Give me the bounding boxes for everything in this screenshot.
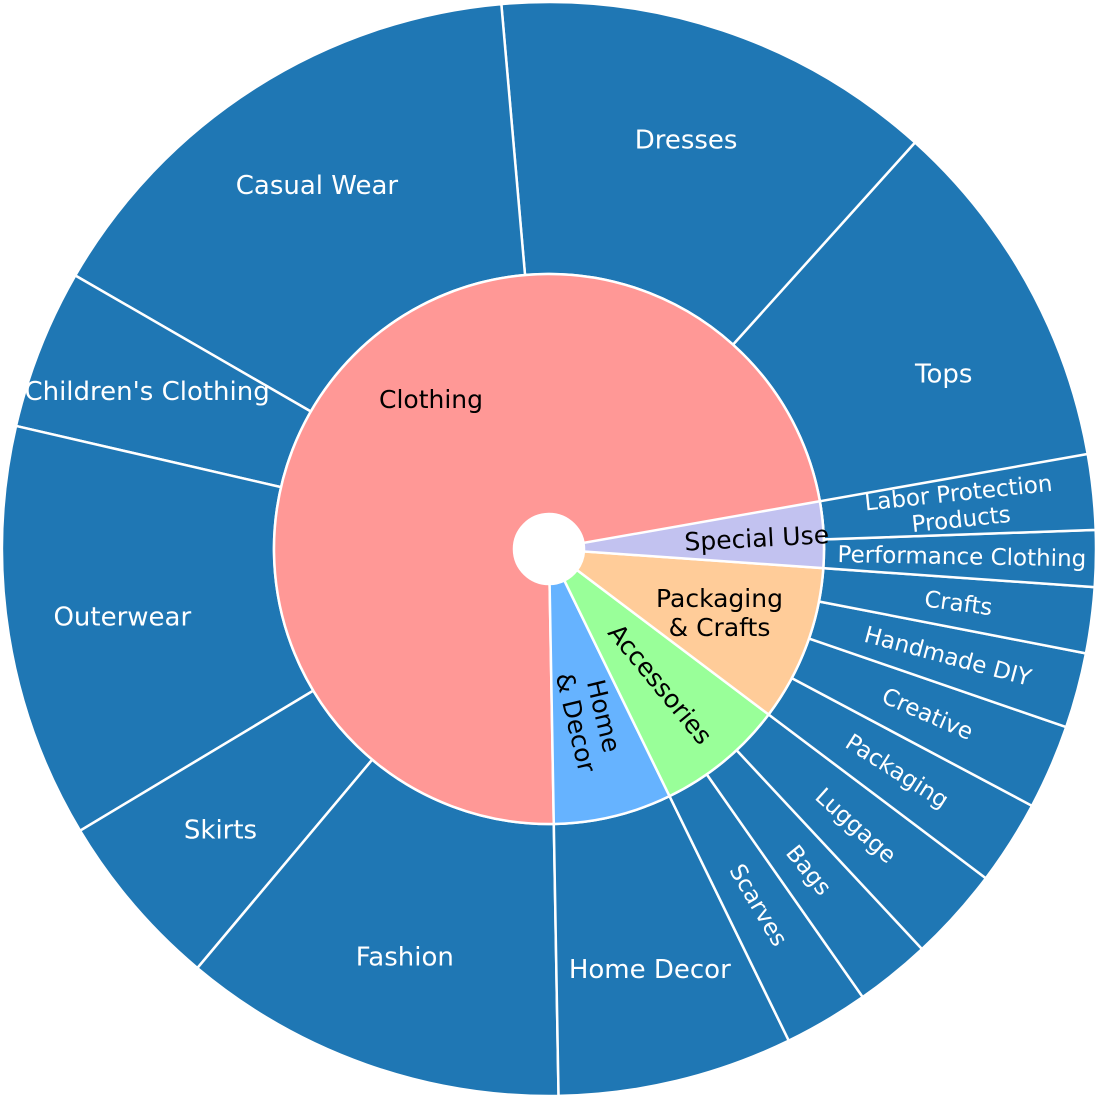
inner-ring bbox=[272, 272, 826, 826]
outer-label-dresses: Dresses bbox=[635, 125, 738, 155]
center-hole bbox=[514, 514, 584, 584]
outer-label-performance-clothing: Performance Clothing bbox=[837, 542, 1086, 572]
outer-label-outerwear: Outerwear bbox=[53, 603, 191, 633]
inner-label-packaging-crafts: Packaging & Crafts bbox=[656, 584, 783, 642]
outer-label-children-s-clothing: Children's Clothing bbox=[24, 377, 269, 407]
outer-label-skirts: Skirts bbox=[184, 816, 257, 846]
inner-label-clothing: Clothing bbox=[379, 385, 483, 414]
outer-label-casual-wear: Casual Wear bbox=[236, 171, 399, 201]
outer-label-home-decor: Home Decor bbox=[569, 955, 731, 985]
outer-label-tops: Tops bbox=[914, 359, 972, 389]
outer-label-fashion: Fashion bbox=[356, 942, 454, 972]
